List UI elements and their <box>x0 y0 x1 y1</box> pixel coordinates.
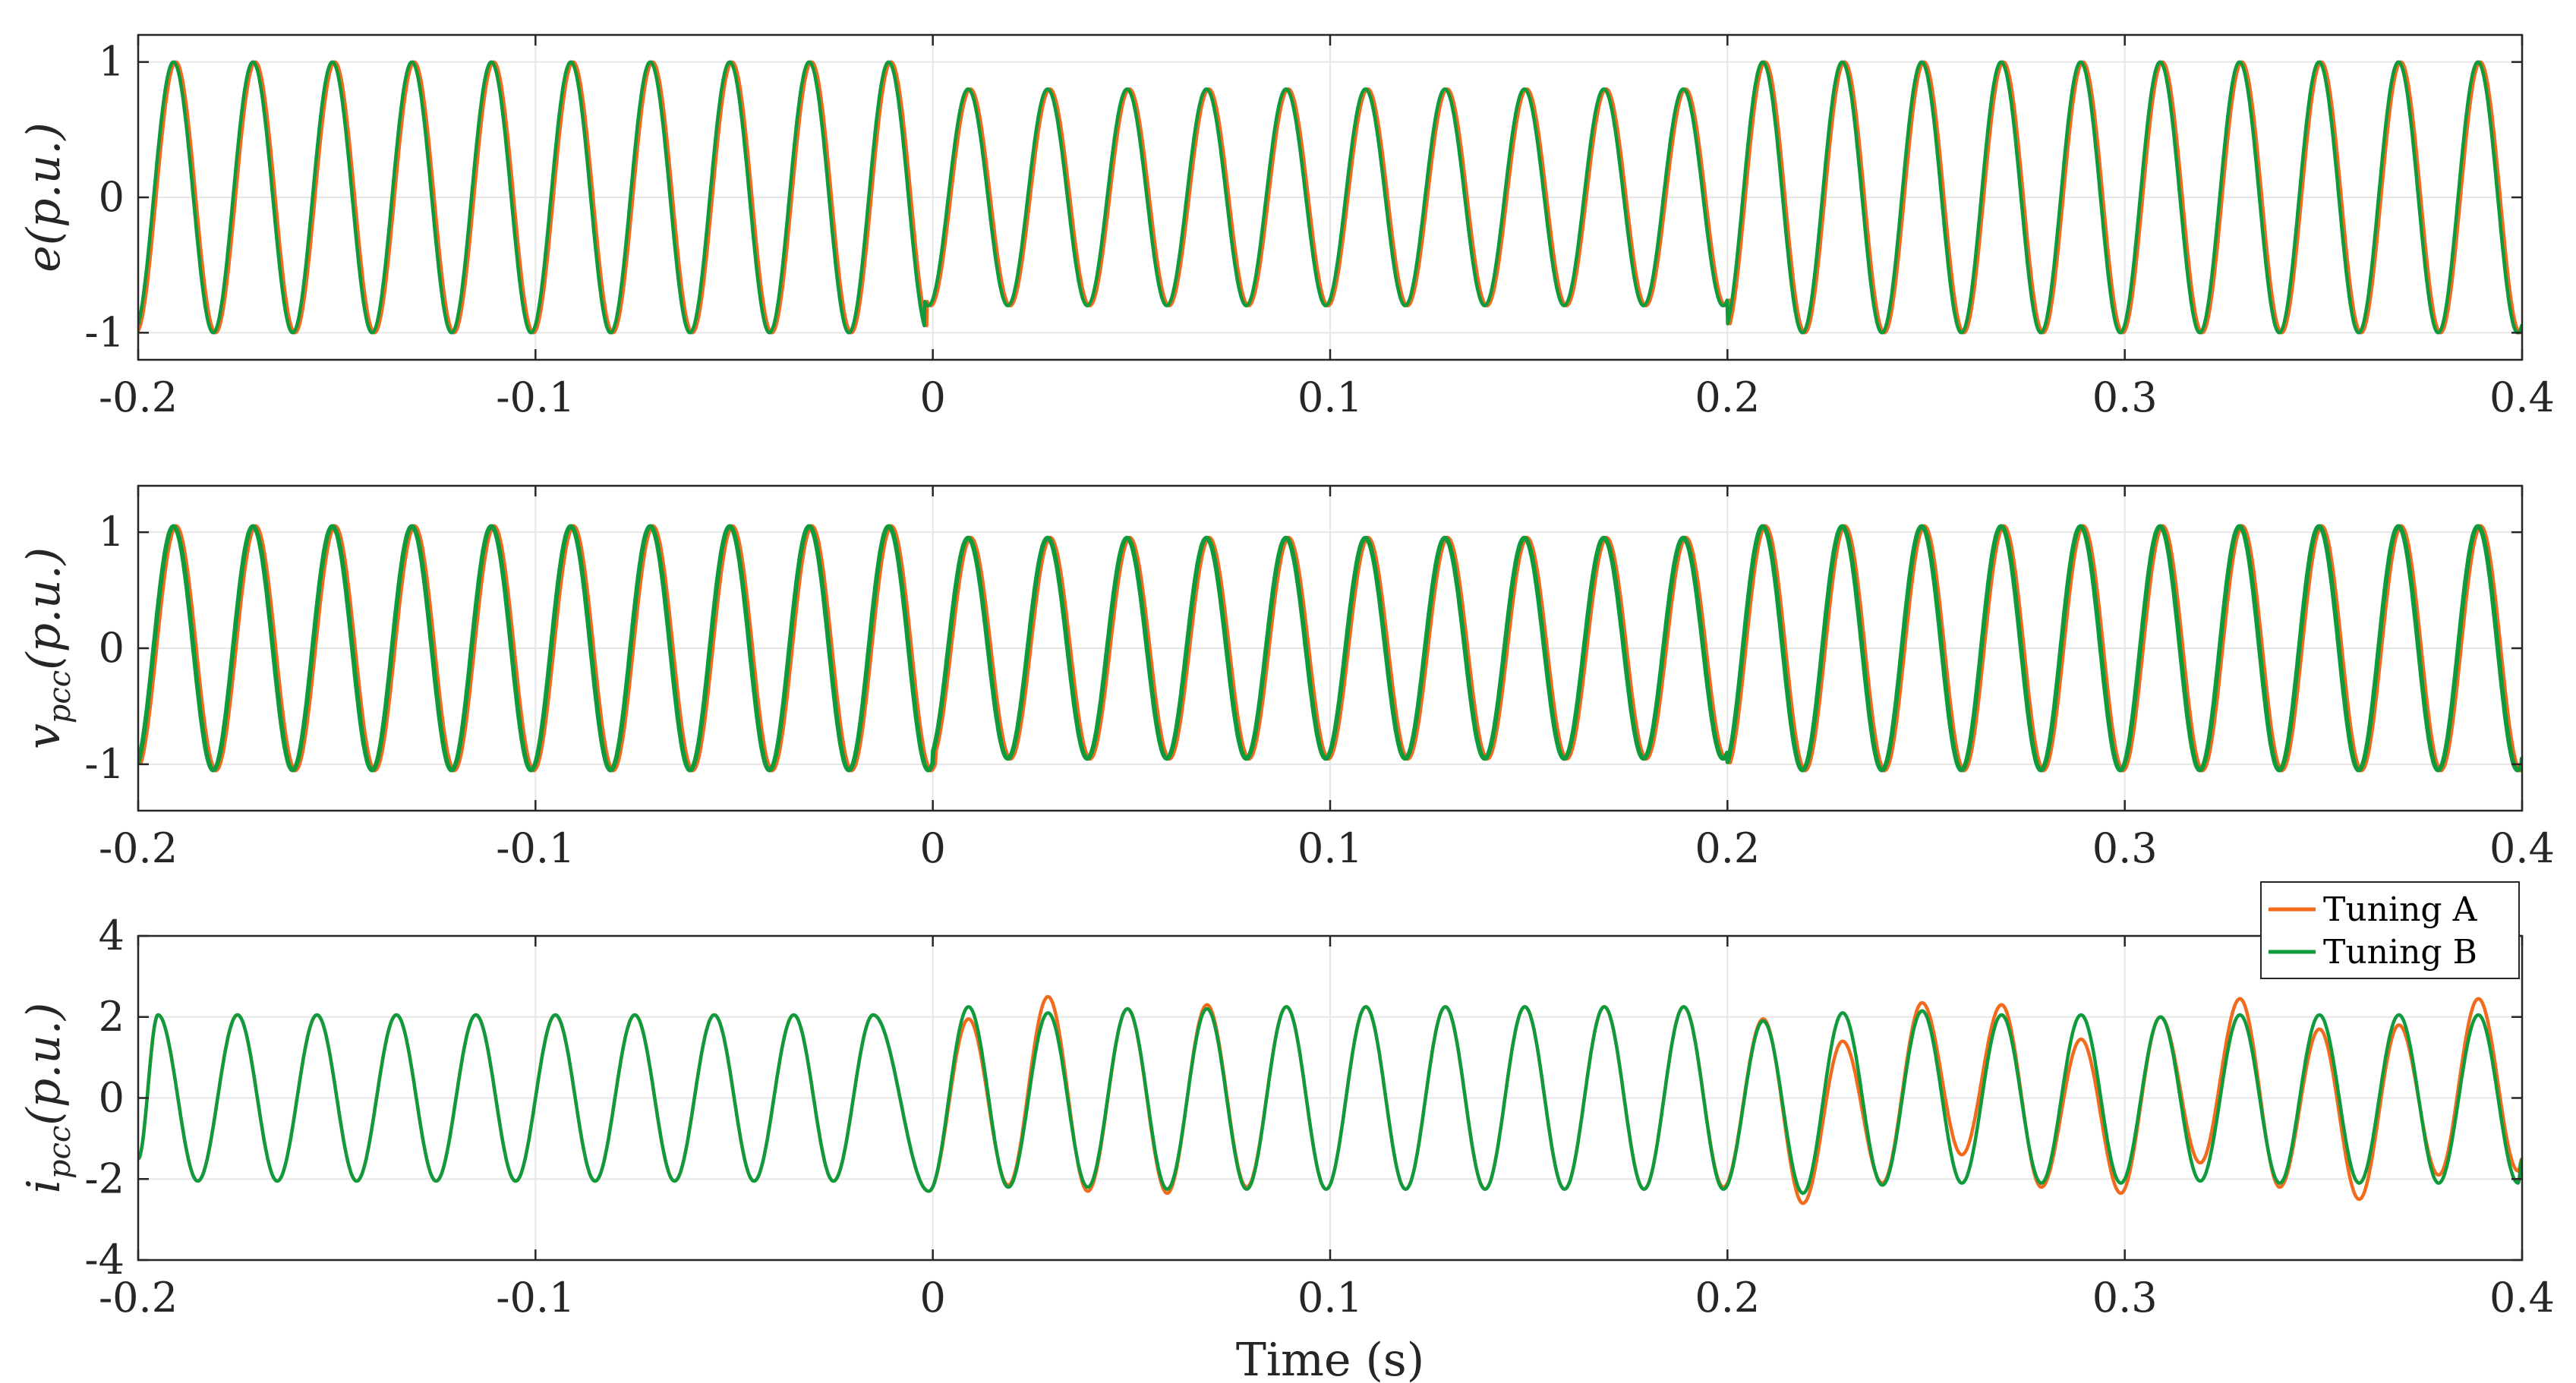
x-tick-label: 0.3 <box>2092 373 2158 421</box>
y-tick-label: 1 <box>99 508 125 556</box>
x-tick-label: 0.3 <box>2092 824 2158 872</box>
series-group <box>138 60 2522 335</box>
y-axis-label: ipcc(p.u.) <box>17 1003 77 1194</box>
y-axis-label: e(p.u.) <box>17 122 71 273</box>
x-tick-label: -0.1 <box>496 824 575 872</box>
series-line-a <box>138 60 2522 335</box>
y-tick-label: -4 <box>84 1236 125 1284</box>
legend-label: Tuning A <box>2323 890 2478 929</box>
legend: Tuning A Tuning B <box>2260 881 2520 979</box>
legend-box <box>2260 881 2520 979</box>
y-tick-label: 0 <box>99 173 125 221</box>
x-tick-label: 0.1 <box>1297 373 1363 421</box>
x-tick-label: 0 <box>919 824 945 872</box>
subplot-3: -0.2 -0.1 0 0.1 0.2 0.3 0.4 -4 -2 0 2 4 ipcc(p.u.) Ti… <box>17 881 2555 1383</box>
x-tick-label: -0.2 <box>99 824 178 872</box>
x-tick-label: -0.1 <box>496 1274 575 1322</box>
x-tick-label: -0.1 <box>496 373 575 421</box>
series-line-b <box>138 1005 2522 1196</box>
y-tick-label: 0 <box>99 624 125 672</box>
x-tick-label: 0.4 <box>2489 1274 2555 1322</box>
series-group <box>138 524 2522 773</box>
x-tick-label: 0.2 <box>1695 373 1760 421</box>
x-tick-label: 0.4 <box>2489 824 2555 872</box>
x-axis-label: Time (s) <box>1236 1334 1424 1383</box>
y-tick-label: 2 <box>99 993 125 1041</box>
legend-label: Tuning B <box>2323 933 2477 972</box>
y-tick-label: -1 <box>84 740 125 788</box>
x-tick-label: 0.1 <box>1297 824 1363 872</box>
x-tick-label: -0.2 <box>99 1274 178 1322</box>
subplot-1: -0.2 -0.1 0 0.1 0.2 0.3 0.4 -1 0 1 e(p.u.) <box>17 33 2555 421</box>
series-group <box>138 994 2522 1205</box>
x-tick-label: 0.1 <box>1297 1274 1363 1322</box>
x-tick-label: 0 <box>919 373 945 421</box>
y-tick-label: 1 <box>99 38 125 86</box>
y-tick-label: -1 <box>84 308 125 356</box>
subplot-2: -0.2 -0.1 0 0.1 0.2 0.3 0.4 -1 0 1 vpcc(p.u.) <box>17 484 2555 872</box>
x-tick-label: 0.3 <box>2092 1274 2158 1322</box>
y-tick-label: 4 <box>99 912 125 959</box>
x-tick-label: 0.2 <box>1695 1274 1760 1322</box>
series-line-b <box>138 60 2522 335</box>
series-line-b <box>138 524 2522 773</box>
y-axis-label: vpcc(p.u.) <box>17 547 77 749</box>
y-tick-label: -2 <box>84 1155 125 1202</box>
x-tick-label: 0 <box>919 1274 945 1322</box>
y-tick-label: 0 <box>99 1074 125 1122</box>
x-tick-label: 0.4 <box>2489 373 2555 421</box>
x-tick-label: 0.2 <box>1695 824 1760 872</box>
x-tick-label: -0.2 <box>99 373 178 421</box>
